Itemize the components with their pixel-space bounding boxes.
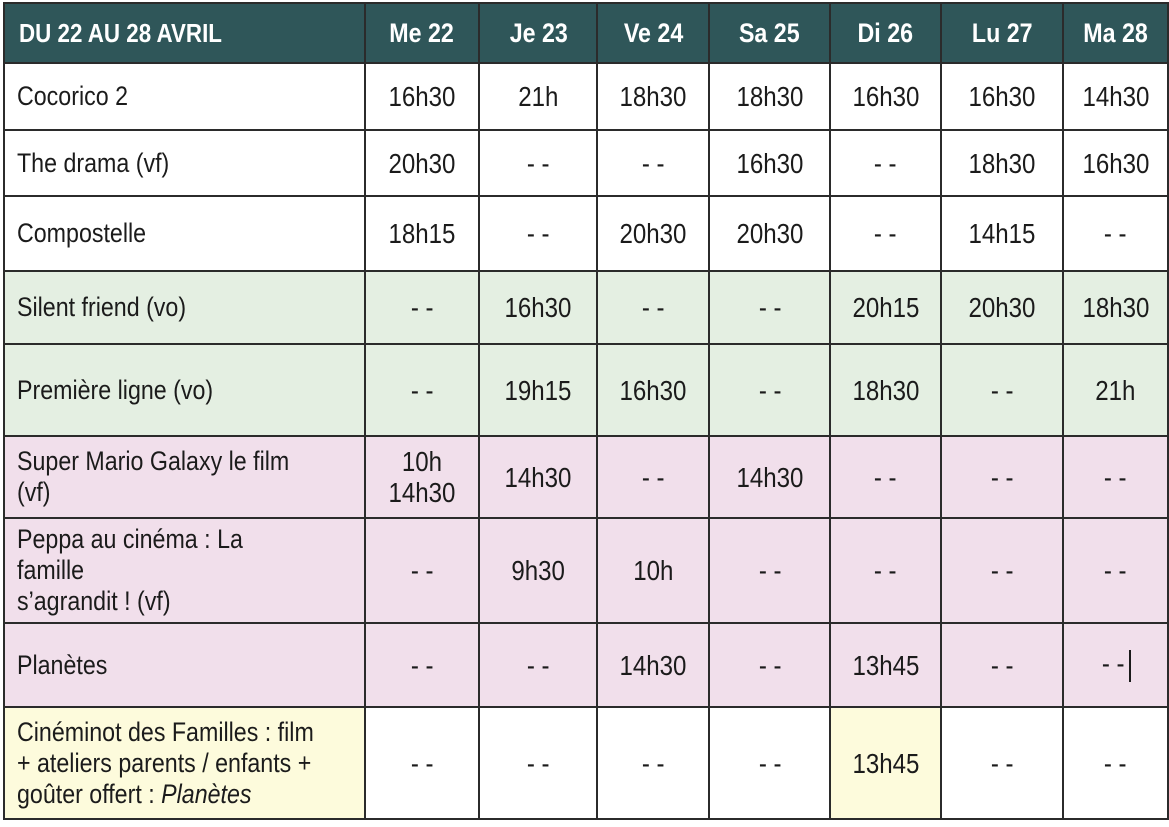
- showtime-cell: 14h30: [596, 622, 711, 708]
- showtime-cell: - -: [596, 706, 711, 820]
- showtime-cell: 14h30: [708, 435, 832, 519]
- film-row-planetes: Planètes - - - - 14h30 - - 13h45 - - - -: [3, 622, 1169, 708]
- showtime-cell: - -: [363, 517, 481, 624]
- showtime-cell: - -: [708, 270, 832, 345]
- showtime-cell: 16h30: [708, 129, 832, 197]
- showtime-cell: 16h30: [478, 270, 599, 345]
- showtime-cell: 20h30: [940, 270, 1064, 345]
- showtime-cell: - -: [1062, 195, 1169, 272]
- showtime-cell: 13h45: [829, 622, 943, 708]
- showtime-cell: - -: [1062, 622, 1169, 708]
- showtime-cell: - -: [708, 706, 832, 820]
- film-title: Planètes: [3, 622, 366, 708]
- showtime-cell: - -: [596, 435, 711, 519]
- showtime-cell: 16h30: [940, 62, 1064, 131]
- event-film-title: Planètes: [161, 778, 252, 809]
- day-header-je23: Je 23: [478, 2, 599, 64]
- showtime-cell: 21h: [478, 62, 599, 131]
- showtime-cell: - -: [363, 270, 481, 345]
- showtime-cell: 18h15: [363, 195, 481, 272]
- event-description: Cinéminot des Familles : film + ateliers…: [17, 716, 314, 809]
- showtime-cell: 20h30: [363, 129, 481, 197]
- day-header-lu27: Lu 27: [940, 2, 1064, 64]
- showtime-cell: 18h30: [1062, 270, 1169, 345]
- showtime-cell: - -: [829, 435, 943, 519]
- film-row-premiere-ligne: Première ligne (vo) - - 19h15 16h30 - - …: [3, 343, 1169, 437]
- showtime-cell: - -: [1062, 435, 1169, 519]
- showtime-cell: - -: [940, 517, 1064, 624]
- showtime-cell: - -: [363, 343, 481, 437]
- showtime-cell: - -: [596, 270, 711, 345]
- showtime-cell: - -: [708, 517, 832, 624]
- day-header-me22: Me 22: [363, 2, 481, 64]
- showtime-cell: 18h30: [596, 62, 711, 131]
- showtime-cell: - -: [829, 129, 943, 197]
- showtime-cell: 20h30: [708, 195, 832, 272]
- text-cursor-mark: [1128, 649, 1131, 682]
- showtime-cell: 13h45: [829, 706, 943, 820]
- showtime-cell: 18h30: [940, 129, 1064, 197]
- showtime-cell: - -: [829, 517, 943, 624]
- showtime-cell: - -: [478, 622, 599, 708]
- film-title: Compostelle: [3, 195, 366, 272]
- showtime-cell: - -: [940, 343, 1064, 437]
- film-row-the-drama: The drama (vf) 20h30 - - - - 16h30 - - 1…: [3, 129, 1169, 197]
- showtime-cell: - -: [478, 129, 599, 197]
- film-title: The drama (vf): [3, 129, 366, 197]
- film-title: Cocorico 2: [3, 62, 366, 131]
- showtime-cell: 10h 14h30: [363, 435, 481, 519]
- showtime-cell: - -: [363, 622, 481, 708]
- film-row-compostelle: Compostelle 18h15 - - 20h30 20h30 - - 14…: [3, 195, 1169, 272]
- film-title: Première ligne (vo): [3, 343, 366, 437]
- showtime-cell: - -: [829, 195, 943, 272]
- showtime-cell: 18h30: [829, 343, 943, 437]
- showtime-cell: - -: [1062, 517, 1169, 624]
- film-title: Peppa au cinéma : La famille s’agrandit …: [3, 517, 366, 624]
- day-header-ve24: Ve 24: [596, 2, 711, 64]
- showtime-cell: 20h30: [596, 195, 711, 272]
- showtime-cell: 16h30: [363, 62, 481, 131]
- showtime-cell: - -: [940, 622, 1064, 708]
- day-header-di26: Di 26: [829, 2, 943, 64]
- showtime-cell: - -: [1062, 706, 1169, 820]
- showtime-cell: - -: [940, 706, 1064, 820]
- showtime-cell: - -: [940, 435, 1064, 519]
- header-row: DU 22 AU 28 AVRIL Me 22 Je 23 Ve 24 Sa 2…: [3, 2, 1169, 64]
- film-row-cocorico-2: Cocorico 2 16h30 21h 18h30 18h30 16h30 1…: [3, 62, 1169, 131]
- showtime-cell: - -: [596, 129, 711, 197]
- film-row-super-mario-galaxy: Super Mario Galaxy le film (vf) 10h 14h3…: [3, 435, 1169, 519]
- showtime-cell: 18h30: [708, 62, 832, 131]
- film-title: Super Mario Galaxy le film (vf): [3, 435, 366, 519]
- showtime-cell: 21h: [1062, 343, 1169, 437]
- showtime-cell: 14h15: [940, 195, 1064, 272]
- day-header-ma28: Ma 28: [1062, 2, 1169, 64]
- showtime-cell: 14h30: [1062, 62, 1169, 131]
- showtime-cell: 19h15: [478, 343, 599, 437]
- film-row-peppa: Peppa au cinéma : La famille s’agrandit …: [3, 517, 1169, 624]
- showtime-cell: 9h30: [478, 517, 599, 624]
- film-title: Silent friend (vo): [3, 270, 366, 345]
- film-title: Cinéminot des Familles : film + ateliers…: [3, 706, 366, 820]
- showtime-cell: 16h30: [596, 343, 711, 437]
- showtime-cell: 16h30: [829, 62, 943, 131]
- showtime-cell: - -: [363, 706, 481, 820]
- showtime-cell: 14h30: [478, 435, 599, 519]
- film-row-cineminot: Cinéminot des Familles : film + ateliers…: [3, 706, 1169, 820]
- showtime-cell: - -: [478, 195, 599, 272]
- showtime-cell: - -: [708, 343, 832, 437]
- showtime-cell: 10h: [596, 517, 711, 624]
- showtime-cell: - -: [708, 622, 832, 708]
- date-range-header: DU 22 AU 28 AVRIL: [3, 2, 366, 64]
- showtime-cell: - -: [478, 706, 599, 820]
- showtime-cell: 16h30: [1062, 129, 1169, 197]
- day-header-sa25: Sa 25: [708, 2, 832, 64]
- schedule-table: DU 22 AU 28 AVRIL Me 22 Je 23 Ve 24 Sa 2…: [3, 2, 1169, 820]
- showtime-cell: 20h15: [829, 270, 943, 345]
- film-row-silent-friend: Silent friend (vo) - - 16h30 - - - - 20h…: [3, 270, 1169, 345]
